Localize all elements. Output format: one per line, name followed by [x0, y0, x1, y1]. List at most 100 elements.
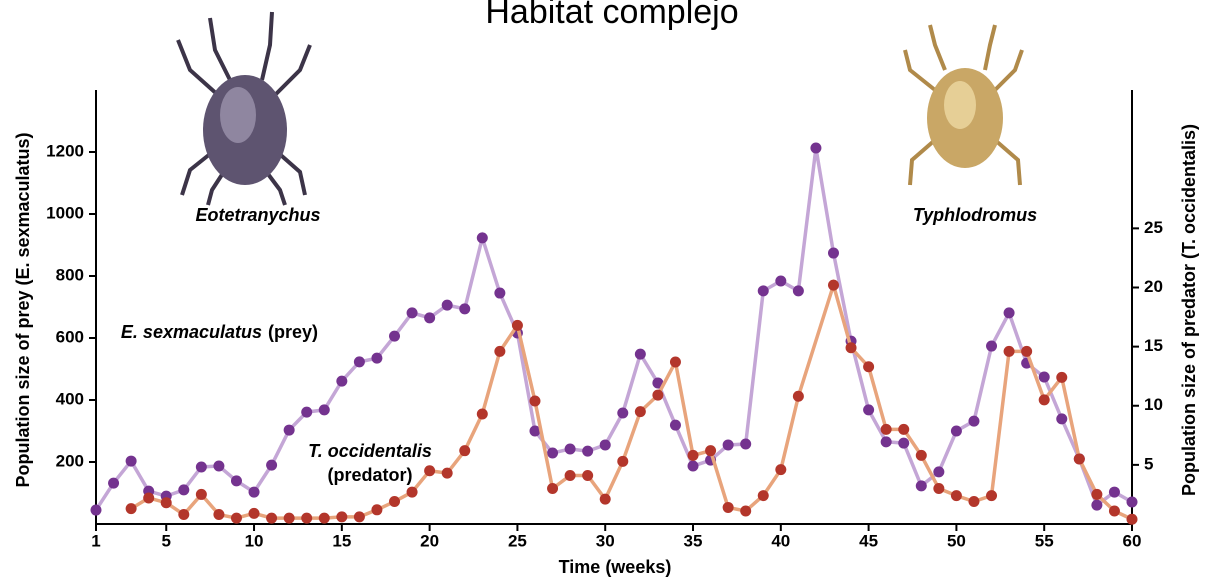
y-tick-label: 1200 — [46, 141, 84, 160]
data-point — [1021, 345, 1033, 357]
annotation: (predator) — [328, 465, 413, 485]
data-point — [476, 408, 488, 420]
x-tick-label: 25 — [508, 531, 527, 550]
data-point — [810, 142, 822, 154]
data-point — [652, 377, 664, 389]
data-point — [248, 486, 260, 498]
x-axis-title: Time (weeks) — [559, 557, 672, 577]
x-tick-label: 60 — [1123, 531, 1142, 550]
data-point — [863, 404, 875, 416]
data-point — [722, 439, 734, 451]
y-tick-label: 1000 — [46, 203, 84, 222]
data-point — [389, 330, 401, 342]
data-point — [494, 345, 506, 357]
data-point — [301, 406, 313, 418]
data-point — [406, 307, 418, 319]
data-point — [986, 340, 998, 352]
data-point — [248, 507, 260, 519]
data-point — [213, 509, 225, 521]
data-point — [301, 512, 313, 524]
data-point — [705, 445, 717, 457]
x-tick-label: 1 — [91, 531, 100, 550]
data-point — [353, 511, 365, 523]
data-point — [880, 423, 892, 435]
y-axis-title: Population size of prey (E. sexmaculatus… — [13, 132, 33, 487]
data-point — [775, 275, 787, 287]
data-point — [441, 467, 453, 479]
annotation: Eotetranychus — [195, 205, 320, 225]
data-point — [933, 483, 945, 495]
y-tick-label: 400 — [56, 389, 84, 408]
data-point — [1056, 371, 1068, 383]
data-point — [1003, 307, 1015, 319]
data-point — [968, 415, 980, 427]
annotation: T. occidentalis — [308, 441, 432, 461]
data-point — [915, 449, 927, 461]
data-point — [1108, 486, 1120, 498]
x-tick-label: 20 — [420, 531, 439, 550]
data-point — [195, 488, 207, 500]
y-tick-label: 600 — [56, 327, 84, 346]
data-point — [160, 497, 172, 509]
data-point — [775, 464, 787, 476]
data-point — [1073, 453, 1085, 465]
data-point — [283, 512, 295, 524]
data-point — [266, 459, 278, 471]
data-point — [792, 285, 804, 297]
data-point — [1108, 505, 1120, 517]
data-point — [529, 425, 541, 437]
data-point — [371, 352, 383, 364]
data-point — [599, 493, 611, 505]
data-point — [1126, 496, 1138, 508]
x-tick-label: 15 — [332, 531, 351, 550]
annotation: (prey) — [268, 322, 318, 342]
data-point — [1038, 394, 1050, 406]
data-point — [582, 470, 594, 482]
data-point — [986, 490, 998, 502]
data-point — [827, 247, 839, 259]
data-point — [687, 449, 699, 461]
data-point — [740, 438, 752, 450]
data-point — [564, 443, 576, 455]
data-point — [213, 460, 225, 472]
data-point — [898, 423, 910, 435]
data-point — [634, 406, 646, 418]
data-point — [564, 470, 576, 482]
data-point — [950, 425, 962, 437]
data-point — [669, 419, 681, 431]
prey-mite-illustration — [176, 11, 312, 206]
data-point — [178, 509, 190, 521]
data-point — [1038, 371, 1050, 383]
data-point — [863, 361, 875, 373]
data-point — [950, 490, 962, 502]
y-tick-label: 200 — [56, 451, 84, 470]
data-point — [283, 424, 295, 436]
data-point — [318, 404, 330, 416]
data-point — [669, 356, 681, 368]
y2-tick-label: 10 — [1144, 395, 1163, 414]
data-point — [547, 447, 559, 459]
data-point — [845, 342, 857, 354]
data-point — [740, 505, 752, 517]
x-tick-label: 50 — [947, 531, 966, 550]
data-point — [230, 512, 242, 524]
data-point — [1091, 488, 1103, 500]
x-tick-label: 10 — [245, 531, 264, 550]
data-point — [318, 512, 330, 524]
data-point — [1091, 499, 1103, 511]
data-point — [687, 460, 699, 472]
data-point — [353, 356, 365, 368]
data-point — [476, 232, 488, 244]
y-tick-label: 800 — [56, 265, 84, 284]
data-point — [424, 465, 436, 477]
data-point — [108, 477, 120, 489]
data-point — [915, 480, 927, 492]
data-point — [547, 483, 559, 495]
data-point — [1126, 513, 1138, 525]
data-point — [143, 492, 155, 504]
y2-tick-label: 20 — [1144, 277, 1163, 296]
data-point — [266, 512, 278, 524]
data-point — [424, 312, 436, 324]
data-point — [178, 484, 190, 496]
x-tick-label: 30 — [596, 531, 615, 550]
